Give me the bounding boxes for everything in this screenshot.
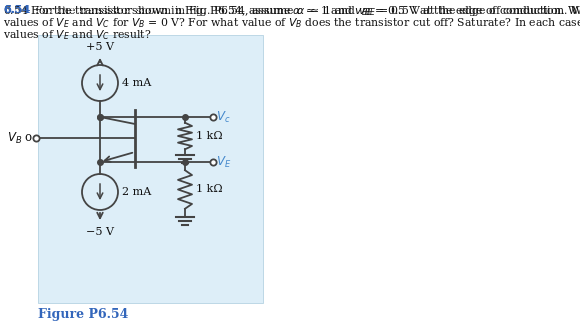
Text: For the transistor shown in Fig. P6.54, assume $\alpha$ $\simeq$ 1 and $v_{BE}$ : For the transistor shown in Fig. P6.54, … <box>34 4 580 18</box>
Text: 6.54: 6.54 <box>3 4 30 15</box>
Text: values of $V_E$ and $V_C$ for $V_B$ = 0 V? For what value of $V_B$ does the tran: values of $V_E$ and $V_C$ for $V_B$ = 0 … <box>3 16 580 30</box>
Text: +5 V: +5 V <box>86 42 114 52</box>
Text: 2 mA: 2 mA <box>122 187 151 197</box>
Text: 6.54 For the transistor shown in Fig. P6.54, assume $\alpha$ $\simeq$ 1 and $v_{: 6.54 For the transistor shown in Fig. P6… <box>3 4 580 18</box>
Text: 6.54: 6.54 <box>3 4 30 15</box>
Text: 6.54: 6.54 <box>3 4 30 15</box>
Text: 4 mA: 4 mA <box>122 78 151 88</box>
Text: Figure P6.54: Figure P6.54 <box>38 308 128 321</box>
Text: 1 kΩ: 1 kΩ <box>196 185 223 194</box>
Text: 1 kΩ: 1 kΩ <box>196 131 223 141</box>
Text: $V_c$: $V_c$ <box>216 110 230 124</box>
Bar <box>38 35 263 303</box>
Text: −5 V: −5 V <box>86 227 114 237</box>
Text: For the transistor shown in: For the transistor shown in <box>34 4 187 14</box>
Text: $V_B$ o: $V_B$ o <box>7 130 33 146</box>
Text: $V_E$: $V_E$ <box>216 154 231 170</box>
Text: values of $V_E$ and $V_C$ result?: values of $V_E$ and $V_C$ result? <box>3 28 151 42</box>
